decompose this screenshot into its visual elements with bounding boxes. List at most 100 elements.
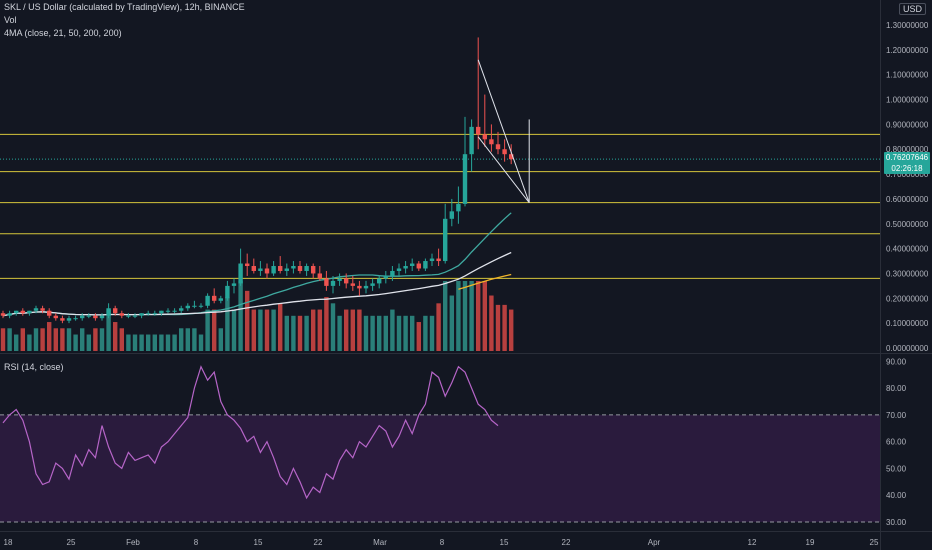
candle-body [449, 211, 454, 219]
volume-bar [330, 303, 336, 351]
candle-body [330, 280, 336, 286]
time-tick-label: Feb [126, 538, 140, 547]
volume-bar [165, 334, 171, 351]
rsi-tick-label: 90.00 [886, 357, 907, 366]
candle-body [251, 266, 256, 271]
price-tick-label: 0.60000000 [886, 195, 929, 204]
candle-body [172, 310, 177, 312]
candle-body [146, 313, 151, 315]
volume-bar [476, 281, 481, 351]
volume-bar [258, 309, 263, 351]
price-tick-label: 1.10000000 [886, 71, 929, 80]
price-tick-label: 0.00000000 [886, 344, 929, 353]
candle-body [462, 154, 468, 204]
price-tick-label: 0.10000000 [886, 319, 929, 328]
ma-200-line [458, 273, 512, 290]
volume-bar [33, 328, 39, 351]
volume-bar [192, 328, 197, 351]
candle-body [264, 268, 270, 274]
volume-bar [132, 334, 138, 351]
volume-bar [251, 309, 256, 351]
candle-body [429, 258, 435, 262]
candle-body [106, 308, 111, 316]
volume-bar [410, 315, 415, 351]
rsi-tick-label: 70.00 [886, 411, 907, 420]
rsi-band [0, 414, 880, 523]
volume-bar [80, 328, 85, 351]
candle-body [159, 310, 164, 314]
candle-body [73, 318, 78, 320]
price-tick-label: 0.70000000 [886, 170, 929, 179]
candle-body [60, 318, 65, 321]
last-price-tag: 0.76207646 02:26:18 [884, 152, 930, 174]
volume-bar [324, 297, 329, 351]
volume-bar [212, 309, 217, 351]
volume-bar [179, 328, 184, 351]
candle-body [337, 278, 342, 281]
volume-bar [284, 315, 289, 351]
time-tick-label: 25 [870, 538, 879, 547]
time-tick-label: 15 [254, 538, 263, 547]
time-tick-label: 22 [562, 538, 571, 547]
candle-body [317, 273, 322, 279]
volume-bar [271, 309, 276, 351]
candle-body [185, 305, 190, 309]
candle-body [86, 315, 91, 317]
candle-body [476, 126, 481, 135]
volume-bar [152, 334, 157, 351]
candle-body [33, 308, 39, 311]
candle-body [126, 315, 131, 317]
rsi-band-fill [0, 414, 880, 522]
candle-body [152, 313, 157, 315]
candle-body [113, 308, 118, 314]
candle-body [66, 318, 72, 321]
rsi-line [2, 365, 499, 500]
volume-bar [93, 328, 98, 351]
candle-body [238, 263, 243, 284]
price-tick-label: 1.20000000 [886, 46, 929, 55]
rsi-tick-label: 60.00 [886, 438, 907, 447]
volume-bar [20, 328, 25, 351]
candle-body [271, 266, 276, 274]
candle-body [278, 266, 283, 271]
candle-body [423, 261, 428, 269]
volume-bar [238, 281, 243, 351]
time-tick-label: 8 [194, 538, 199, 547]
candle-body [165, 310, 171, 312]
candle-body [192, 305, 197, 307]
candle-body [20, 310, 25, 314]
volume-bar [86, 334, 91, 351]
volume-bar [172, 334, 177, 351]
time-tick-label: 25 [67, 538, 76, 547]
candle-body [311, 266, 316, 274]
candle-body [139, 313, 144, 316]
bar-countdown: 02:26:18 [891, 164, 923, 173]
ma-21-line [2, 212, 512, 317]
candle-body [363, 285, 369, 289]
candle-body [410, 263, 415, 267]
volume-bar [449, 295, 454, 351]
candle-body [258, 268, 263, 271]
rsi-tick-label: 30.00 [886, 518, 907, 527]
volume-bar [502, 304, 507, 351]
currency-badge[interactable]: USD [898, 3, 926, 15]
volume-bar [218, 328, 223, 351]
volume-bar [363, 315, 369, 351]
candle-body [80, 315, 85, 319]
volume-bar [495, 304, 501, 351]
volume-bar [403, 315, 408, 351]
volume-bar [231, 309, 237, 351]
volume-bar [146, 334, 151, 351]
volume-bar [53, 328, 58, 351]
time-tick-label: Apr [648, 538, 661, 547]
volume-bar [436, 303, 441, 351]
candle-body [436, 258, 441, 262]
rsi-tick-label: 80.00 [886, 384, 907, 393]
wedge-lower-line [477, 136, 530, 203]
volume-bar [225, 297, 230, 351]
volume-bar [40, 328, 45, 351]
candle-body [14, 310, 19, 314]
candle-body [350, 283, 355, 286]
volume-bar [443, 281, 448, 351]
